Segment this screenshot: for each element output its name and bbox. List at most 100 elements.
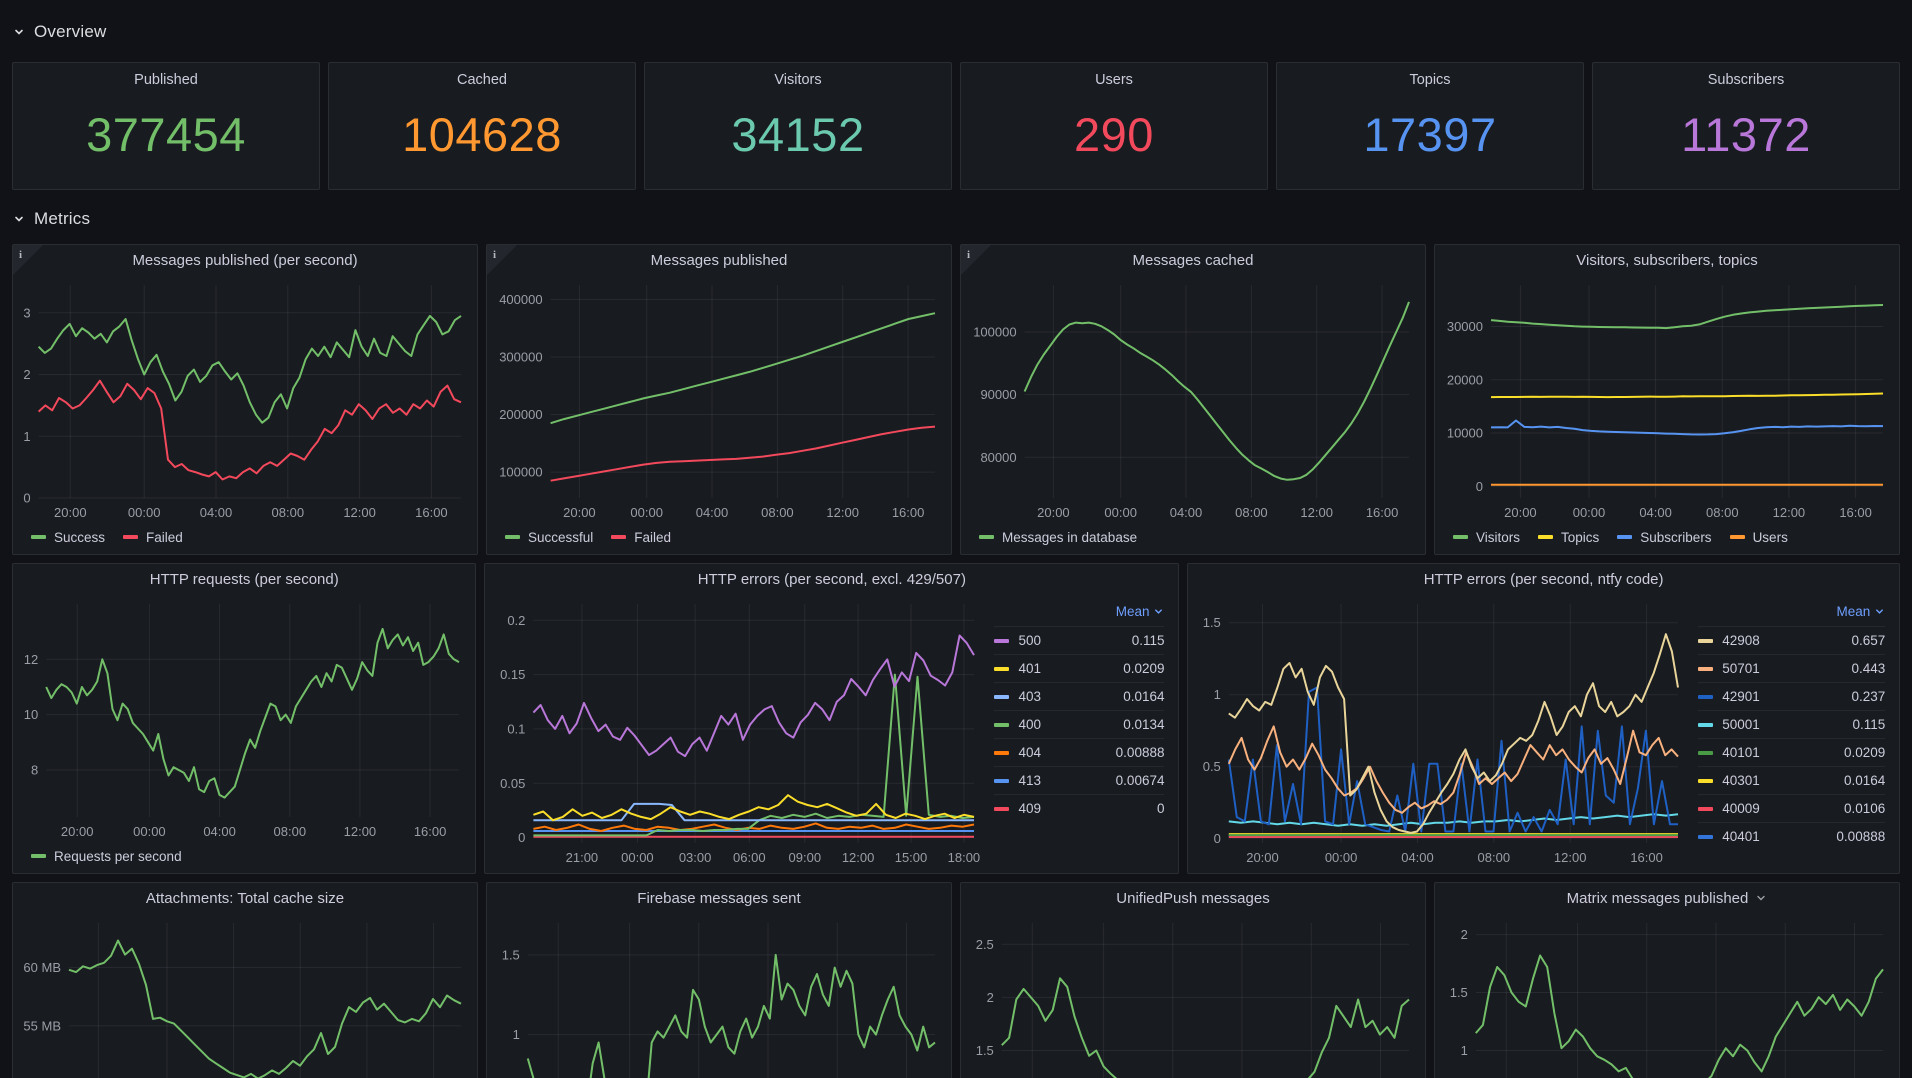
panel-title[interactable]: HTTP errors (per second, excl. 429/507) xyxy=(697,570,966,588)
legend-item[interactable]: 409 0 xyxy=(994,794,1165,822)
time-series-chart[interactable]: 0.511.52 xyxy=(1441,915,1891,1078)
panel-title[interactable]: Visitors, subscribers, topics xyxy=(1576,251,1758,269)
series-mean-value: 0.0164 xyxy=(1123,689,1165,704)
legend-item[interactable]: Topics xyxy=(1538,530,1599,545)
legend-item[interactable]: 40101 0.0209 xyxy=(1698,738,1886,766)
svg-text:15:00: 15:00 xyxy=(895,850,928,865)
time-series-chart[interactable]: 55 MB 60 MB xyxy=(19,915,469,1078)
series-label: Messages in database xyxy=(1002,529,1138,545)
panel-title[interactable]: Messages cached xyxy=(1132,251,1254,269)
legend-item[interactable]: Subscribers xyxy=(1617,530,1712,545)
legend-item[interactable]: 413 0.00674 xyxy=(994,766,1165,794)
panel-title[interactable]: HTTP requests (per second) xyxy=(149,570,339,588)
series-swatch xyxy=(1453,535,1468,539)
section-overview[interactable]: Overview xyxy=(12,14,1900,50)
time-series-chart[interactable]: 21:00 00:00 03:00 06:00 09:00 12:00 15:00 18:00… xyxy=(491,596,982,869)
svg-text:04:00: 04:00 xyxy=(203,824,236,839)
legend-mean-header[interactable]: Mean xyxy=(1698,596,1885,626)
stat-panel-subscribers: Subscribers 11372 xyxy=(1592,62,1900,190)
svg-text:04:00: 04:00 xyxy=(1401,850,1434,865)
legend-item[interactable]: Successful xyxy=(505,530,593,545)
panel-title-text: Matrix messages published xyxy=(1566,889,1749,907)
legend-item[interactable]: Success xyxy=(31,530,105,545)
time-series-chart[interactable]: 20:00 00:00 04:00 08:00 12:00 16:00 8 10 12 xyxy=(19,596,467,843)
stat-title: Cached xyxy=(457,72,507,88)
series-label: Requests per second xyxy=(54,848,182,864)
legend-item[interactable]: 500 0.115 xyxy=(994,626,1165,654)
svg-text:16:00: 16:00 xyxy=(892,505,925,520)
legend-item[interactable]: Messages in database xyxy=(979,530,1137,545)
legend-item[interactable]: Users xyxy=(1729,530,1788,545)
time-series-chart[interactable]: 20:00 00:00 04:00 08:00 12:00 16:00 0 10000 2000… xyxy=(1441,277,1891,524)
legend-item[interactable]: 403 0.0164 xyxy=(994,682,1165,710)
legend-item[interactable]: 40401 0.00888 xyxy=(1698,822,1886,850)
legend-item[interactable]: Requests per second xyxy=(31,849,182,864)
chevron-down-icon xyxy=(1155,609,1163,614)
svg-text:1: 1 xyxy=(23,429,30,444)
metrics-row-3: Attachments: Total cache size 55 MB 60 MB… xyxy=(12,882,1900,1078)
svg-text:12:00: 12:00 xyxy=(1554,850,1587,865)
time-series-chart[interactable]: 20:00 00:00 04:00 08:00 12:00 16:00 100000 2000… xyxy=(493,277,943,524)
series-label: Topics xyxy=(1561,529,1600,545)
time-series-chart[interactable]: 0.511.5 xyxy=(493,915,943,1078)
svg-text:100000: 100000 xyxy=(499,465,542,480)
legend-item[interactable]: Failed xyxy=(611,530,671,545)
panel-title[interactable]: Messages published xyxy=(650,251,788,269)
stat-panel-visitors: Visitors 34152 xyxy=(644,62,952,190)
series-mean-value: 0 xyxy=(1156,801,1165,816)
svg-text:08:00: 08:00 xyxy=(274,824,307,839)
legend-item[interactable]: 42901 0.237 xyxy=(1698,682,1886,710)
time-series-chart[interactable]: 20:00 00:00 04:00 08:00 12:00 16:00 0 1 2 3 xyxy=(19,277,469,524)
series-label: 413 xyxy=(1018,773,1042,788)
svg-text:09:00: 09:00 xyxy=(789,850,822,865)
panel-title[interactable]: UnifiedPush messages xyxy=(1116,889,1270,907)
svg-text:16:00: 16:00 xyxy=(1366,505,1399,520)
panel-title[interactable]: Matrix messages published xyxy=(1435,883,1899,913)
legend-item[interactable]: 401 0.0209 xyxy=(994,654,1165,682)
svg-text:12:00: 12:00 xyxy=(826,505,859,520)
panel-title[interactable]: Attachments: Total cache size xyxy=(145,889,345,907)
legend-item[interactable]: 50701 0.443 xyxy=(1698,654,1886,682)
legend-item[interactable]: Failed xyxy=(123,530,183,545)
panel-info-icon[interactable]: i xyxy=(487,245,517,275)
chart-legend: Requests per second xyxy=(19,843,467,869)
panel-title[interactable]: Firebase messages sent xyxy=(637,889,801,907)
svg-text:16:00: 16:00 xyxy=(1839,505,1872,520)
series-swatch xyxy=(1698,694,1714,699)
series-swatch xyxy=(1538,535,1554,539)
panel-matrix-messages: Matrix messages published 0.511.52 xyxy=(1434,882,1900,1078)
series-label: 403 xyxy=(1018,689,1042,704)
legend-item[interactable]: 400 0.0134 xyxy=(994,710,1165,738)
series-label: 50701 xyxy=(1722,661,1760,676)
stat-panel-users: Users 290 xyxy=(960,62,1268,190)
series-swatch xyxy=(1698,750,1714,755)
series-swatch xyxy=(31,535,46,539)
series-mean-value: 0.0209 xyxy=(1843,745,1886,760)
section-metrics[interactable]: Metrics xyxy=(12,202,1900,236)
svg-text:0: 0 xyxy=(519,830,526,845)
legend-item[interactable]: 42908 0.657 xyxy=(1698,626,1886,654)
series-label: 401 xyxy=(1018,661,1042,676)
time-series-chart[interactable]: 20:00 00:00 04:00 08:00 12:00 16:00 80000 90000… xyxy=(967,277,1417,524)
panel-title[interactable]: Messages published (per second) xyxy=(132,251,358,269)
svg-text:00:00: 00:00 xyxy=(1325,850,1358,865)
panel-info-icon[interactable]: i xyxy=(961,245,991,275)
legend-item[interactable]: 40009 0.0106 xyxy=(1698,794,1886,822)
time-series-chart[interactable]: 11.522.5 xyxy=(967,915,1417,1078)
series-mean-value: 0.00888 xyxy=(1115,745,1165,760)
series-swatch xyxy=(994,638,1010,643)
panel-title[interactable]: HTTP errors (per second, ntfy code) xyxy=(1423,570,1664,588)
series-label: Success xyxy=(54,529,106,545)
legend-mean-header[interactable]: Mean xyxy=(994,596,1164,626)
svg-text:03:00: 03:00 xyxy=(679,850,712,865)
panel-info-icon[interactable]: i xyxy=(13,245,43,275)
chart-legend: Success Failed xyxy=(19,524,469,550)
series-label: 40401 xyxy=(1722,829,1760,844)
series-label: Visitors xyxy=(1476,529,1521,545)
legend-item[interactable]: 404 0.00888 xyxy=(994,738,1165,766)
legend-item[interactable]: 40301 0.0164 xyxy=(1698,766,1886,794)
legend-item[interactable]: 50001 0.115 xyxy=(1698,710,1886,738)
svg-text:16:00: 16:00 xyxy=(1631,850,1664,865)
time-series-chart[interactable]: 20:00 00:00 04:00 08:00 12:00 16:00 0 0.5 1 1.5 xyxy=(1194,596,1686,869)
legend-item[interactable]: Visitors xyxy=(1453,530,1520,545)
